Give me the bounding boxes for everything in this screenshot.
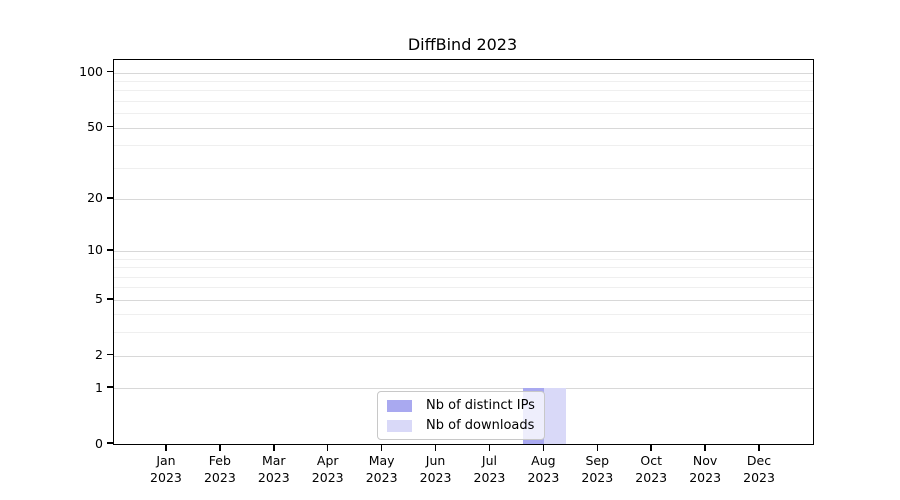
x-tick-mark — [273, 444, 275, 451]
y-gridline-minor — [114, 332, 813, 334]
x-tick-label: Jun 2023 — [419, 453, 452, 485]
x-tick-mark — [542, 444, 545, 451]
y-gridline-minor — [114, 80, 813, 82]
y-tick-mark — [107, 298, 113, 300]
x-tick-mark — [434, 444, 437, 451]
legend-swatch-downloads — [387, 419, 412, 432]
y-tick-mark — [107, 353, 113, 356]
x-tick-label: Feb 2023 — [203, 453, 236, 485]
bar-downloads — [544, 388, 566, 444]
x-tick-label: Mar 2023 — [257, 453, 290, 485]
plot-area: Nb of distinct IPs Nb of downloads — [113, 59, 814, 445]
x-tick-mark — [165, 444, 167, 451]
y-gridline-minor — [114, 145, 813, 147]
y-gridline-minor — [114, 276, 813, 278]
chart-title: DiffBind 2023 — [407, 35, 518, 54]
x-tick-label: Nov 2023 — [689, 453, 722, 485]
x-tick-label: Aug 2023 — [527, 453, 560, 485]
x-tick-mark — [704, 444, 706, 451]
legend: Nb of distinct IPs Nb of downloads — [377, 391, 545, 440]
y-tick-mark — [107, 249, 113, 251]
y-gridline-major — [114, 299, 813, 301]
x-tick-label: Dec 2023 — [743, 453, 775, 485]
y-gridline-minor — [114, 258, 813, 260]
y-gridline-major — [114, 250, 813, 252]
y-tick-label: 20 — [87, 190, 103, 206]
x-tick-mark — [758, 444, 760, 451]
y-gridline-minor — [114, 287, 813, 289]
y-tick-label: 50 — [87, 119, 103, 135]
legend-swatch-distinct-ips — [387, 399, 412, 412]
y-tick-mark — [107, 386, 113, 388]
x-tick-label: Oct 2023 — [635, 453, 668, 485]
y-gridline-minor — [114, 100, 813, 102]
y-gridline-major — [114, 388, 813, 390]
x-tick-label: Apr 2023 — [311, 453, 344, 485]
legend-item-distinct-ips: Nb of distinct IPs — [387, 398, 535, 413]
y-tick-mark — [107, 125, 113, 128]
x-tick-label: Jul 2023 — [473, 453, 506, 485]
y-tick-label: 0 — [95, 435, 103, 451]
y-gridline-minor — [114, 314, 813, 316]
x-tick-label: Sep 2023 — [581, 453, 614, 485]
y-gridline-minor — [114, 167, 813, 169]
y-tick-mark — [107, 197, 113, 199]
legend-item-downloads: Nb of downloads — [387, 418, 535, 433]
legend-label-distinct-ips: Nb of distinct IPs — [426, 398, 535, 413]
x-tick-label: Jan 2023 — [150, 453, 182, 485]
x-tick-mark — [380, 444, 383, 451]
x-tick-mark — [596, 444, 599, 451]
y-tick-label: 2 — [95, 347, 103, 363]
y-gridline-major — [114, 72, 813, 74]
y-tick-mark — [107, 70, 113, 73]
y-gridline-minor — [114, 90, 813, 92]
y-tick-label: 100 — [79, 64, 103, 80]
legend-label-downloads: Nb of downloads — [426, 418, 535, 433]
x-tick-label: May 2023 — [365, 453, 398, 485]
y-gridline-minor — [114, 113, 813, 115]
y-gridline-major — [114, 355, 813, 357]
y-tick-label: 10 — [87, 242, 103, 258]
x-tick-mark — [650, 444, 652, 451]
x-tick-mark — [326, 444, 329, 451]
y-tick-label: 1 — [95, 379, 103, 395]
y-gridline-major — [114, 198, 813, 200]
y-gridline-major — [114, 127, 813, 129]
x-tick-mark — [488, 444, 491, 451]
y-tick-label: 5 — [95, 291, 103, 307]
y-gridline-minor — [114, 267, 813, 269]
x-tick-mark — [219, 444, 221, 451]
y-tick-mark — [107, 442, 113, 444]
